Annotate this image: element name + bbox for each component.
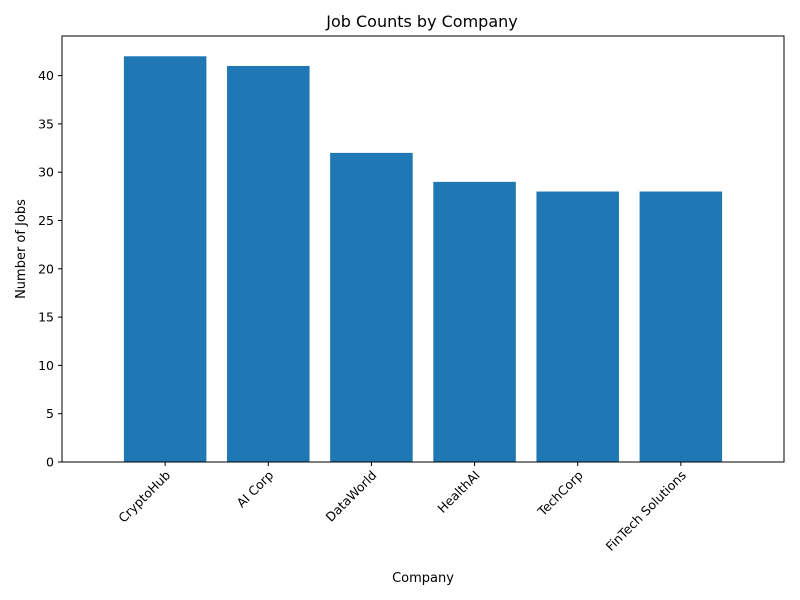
x-tick-label: AI Corp	[234, 467, 277, 510]
y-tick-label: 20	[38, 261, 54, 276]
y-tick-label: 30	[38, 165, 54, 180]
x-tick-label: FinTech Solutions	[603, 468, 689, 554]
bar-healthai	[433, 181, 516, 462]
y-tick-label: 0	[46, 455, 54, 470]
y-tick-label: 35	[38, 116, 54, 131]
bar-ai-corp	[227, 65, 310, 462]
x-tick-label: HealthAI	[434, 468, 482, 516]
chart-title: Job Counts by Company	[325, 12, 518, 31]
x-tick-label: CryptoHub	[115, 467, 173, 525]
y-tick-label: 5	[46, 406, 54, 421]
y-axis-label: Number of Jobs	[14, 199, 29, 299]
bars-group	[123, 56, 723, 463]
x-axis-ticks: CryptoHub AI Corp DataWorld HealthAI TechCor…	[115, 462, 689, 554]
x-tick-label: TechCorp	[534, 467, 586, 519]
bar-dataworld	[330, 152, 413, 463]
x-tick-label: DataWorld	[323, 468, 380, 525]
x-axis-label: Company	[392, 571, 454, 586]
bar-techcorp	[536, 191, 619, 462]
bar-fintech-solutions	[639, 191, 723, 462]
y-tick-label: 40	[38, 68, 54, 83]
plot-frame	[61, 35, 785, 463]
bar-cryptohub	[123, 56, 207, 463]
y-tick-label: 25	[38, 213, 54, 228]
y-axis-ticks: 0 5 10 15 20 25 30 35 40	[38, 68, 62, 470]
y-tick-label: 15	[38, 310, 54, 325]
y-tick-label: 10	[38, 358, 54, 373]
